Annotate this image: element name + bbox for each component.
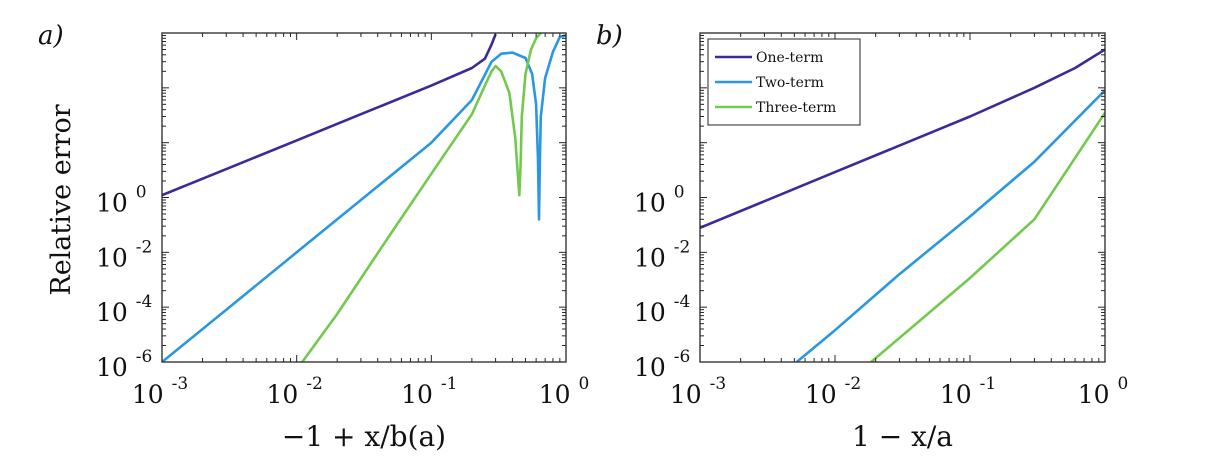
y-tick-label: 10 0 [634,183,685,218]
x-tick-label: 10 0 [1078,374,1129,409]
y-tick-label: 10 -6 [634,347,690,382]
panel-label: a) [38,21,64,51]
x-axis-label: 1 − x/a [852,420,953,453]
y-tick-label: 10 -2 [634,237,690,272]
y-tick-label: 10 0 [96,183,147,218]
series-two-term-line [795,89,1105,362]
y-tick-label: 10 -4 [634,292,690,327]
legend: One-term Two-term Three-term [707,38,861,126]
panel-a: 10 -3 10 -2 10 -1 10 0 10 -6 10 -4 10 -2 10 0 −1… [38,21,589,453]
series-one-term-line [700,48,1105,230]
x-tick-label: 10 -1 [940,374,996,409]
panel-b: 10 -3 10 -2 10 -1 10 0 10 -6 10 -4 10 -2 10 0 1 … [596,21,1128,453]
x-axis-label: −1 + x/b(a) [282,420,446,453]
x-tick-label: 10 -2 [805,374,861,409]
x-tick-label: 10 -2 [267,374,323,409]
x-tick-label: 10 -1 [401,374,457,409]
x-tick-label: 10 0 [539,374,590,409]
panel-label: b) [596,21,623,51]
x-tick-label: 10 -3 [670,374,726,409]
series-three-term-line [301,33,542,362]
y-tick-label: 10 -6 [96,347,152,382]
y-tick-label: 10 -2 [96,237,152,272]
series-two-term-line [162,34,566,362]
legend-entry: One-term [756,50,823,66]
legend-entry: Two-term [756,75,824,91]
series-three-term-line [870,112,1105,362]
y-axis-label: Relative error [46,104,77,295]
legend-entry: Three-term [756,100,836,116]
x-tick-label: 10 -3 [132,374,188,409]
series-one-term-line [162,33,497,197]
y-tick-label: 10 -4 [96,292,152,327]
